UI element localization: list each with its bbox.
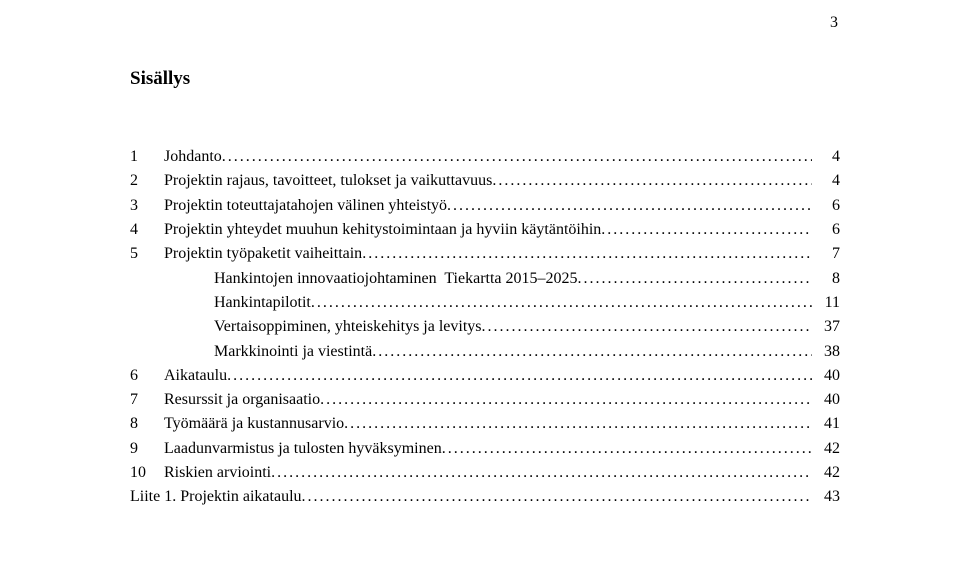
toc-entry-page: 43 (812, 485, 840, 509)
toc-entry-label: Vertaisoppiminen, yhteiskehitys ja levit… (164, 315, 482, 339)
toc-entry-label: Hankintojen innovaatiojohtaminen Tiekart… (164, 267, 578, 291)
toc-dot-leader (227, 364, 812, 388)
toc-entry-label: Johdanto (164, 145, 222, 169)
toc-dot-leader (578, 267, 812, 291)
toc-entry: 4Projektin yhteydet muuhun kehitystoimin… (130, 218, 840, 242)
toc-entry: 6Aikataulu 40 (130, 364, 840, 388)
toc-dot-leader (372, 340, 812, 364)
toc-entry-page: 41 (812, 412, 840, 436)
toc-entry: Hankintojen innovaatiojohtaminen Tiekart… (130, 267, 840, 291)
toc-entry-page: 4 (812, 145, 840, 169)
toc-dot-leader (271, 461, 812, 485)
toc-entry-number: 6 (130, 364, 164, 388)
toc-entry-number: 9 (130, 437, 164, 461)
toc-entry-label: Markkinointi ja viestintä (164, 340, 372, 364)
toc-entry-page: 4 (812, 169, 840, 193)
toc-entry-page: 38 (812, 340, 840, 364)
toc-dot-leader (222, 145, 812, 169)
toc-dot-leader (492, 169, 812, 193)
toc-entry: 1Johdanto 4 (130, 145, 840, 169)
toc-entry-label: Projektin yhteydet muuhun kehitystoimint… (164, 218, 601, 242)
toc-entry: 7Resurssit ja organisaatio 40 (130, 388, 840, 412)
toc-entry: 3Projektin toteuttajatahojen välinen yht… (130, 194, 840, 218)
toc-entry-page: 11 (812, 291, 840, 315)
toc-entry-page: 37 (812, 315, 840, 339)
toc-dot-leader (344, 412, 812, 436)
toc-entry-number: 8 (130, 412, 164, 436)
toc-entry-label: Työmäärä ja kustannusarvio (164, 412, 344, 436)
toc-dot-leader (442, 437, 812, 461)
toc-entry-page: 8 (812, 267, 840, 291)
toc-dot-leader (447, 194, 812, 218)
toc-entry-number: 2 (130, 169, 164, 193)
toc-entry-label: Liite 1. Projektin aikataulu (130, 485, 302, 509)
toc-entry: 2Projektin rajaus, tavoitteet, tulokset … (130, 169, 840, 193)
toc-entry: Vertaisoppiminen, yhteiskehitys ja levit… (130, 315, 840, 339)
toc-title: Sisällys (130, 68, 840, 90)
toc-dot-leader (320, 388, 812, 412)
toc-entry-page: 42 (812, 461, 840, 485)
toc-entry-label: Riskien arviointi (164, 461, 271, 485)
toc-entry-page: 6 (812, 218, 840, 242)
toc-entry-number: 5 (130, 242, 164, 266)
toc-entry-label: Resurssit ja organisaatio (164, 388, 320, 412)
toc-dot-leader (601, 218, 812, 242)
toc-entry-page: 40 (812, 388, 840, 412)
toc-entry-number: 1 (130, 145, 164, 169)
toc-entry: Markkinointi ja viestintä 38 (130, 340, 840, 364)
toc-entry-page: 7 (812, 242, 840, 266)
toc-entry: 10Riskien arviointi 42 (130, 461, 840, 485)
toc-entry-label: Projektin toteuttajatahojen välinen yhte… (164, 194, 447, 218)
toc-entry-page: 42 (812, 437, 840, 461)
toc-entry: 5Projektin työpaketit vaiheittain 7 (130, 242, 840, 266)
toc-entry-page: 40 (812, 364, 840, 388)
toc-entry-number: 3 (130, 194, 164, 218)
toc-entry-page: 6 (812, 194, 840, 218)
toc-dot-leader (362, 242, 812, 266)
document-page: 3 Sisällys 1Johdanto 42Projektin rajaus,… (0, 0, 960, 568)
toc-entry-number: 7 (130, 388, 164, 412)
toc-entry-label: Hankintapilotit (164, 291, 311, 315)
toc-entry-number: 4 (130, 218, 164, 242)
toc-entry-label: Laadunvarmistus ja tulosten hyväksyminen (164, 437, 442, 461)
toc-dot-leader (482, 315, 812, 339)
toc-dot-leader (302, 485, 812, 509)
toc-dot-leader (311, 291, 812, 315)
toc-entry: Hankintapilotit 11 (130, 291, 840, 315)
table-of-contents: 1Johdanto 42Projektin rajaus, tavoitteet… (130, 145, 840, 510)
toc-entry: 9Laadunvarmistus ja tulosten hyväksymine… (130, 437, 840, 461)
toc-entry-label: Projektin työpaketit vaiheittain (164, 242, 362, 266)
toc-entry: 8Työmäärä ja kustannusarvio 41 (130, 412, 840, 436)
toc-entry-number: 10 (130, 461, 164, 485)
toc-entry-label: Projektin rajaus, tavoitteet, tulokset j… (164, 169, 492, 193)
page-number: 3 (830, 14, 838, 32)
toc-entry-label: Aikataulu (164, 364, 227, 388)
toc-entry: Liite 1. Projektin aikataulu 43 (130, 485, 840, 509)
